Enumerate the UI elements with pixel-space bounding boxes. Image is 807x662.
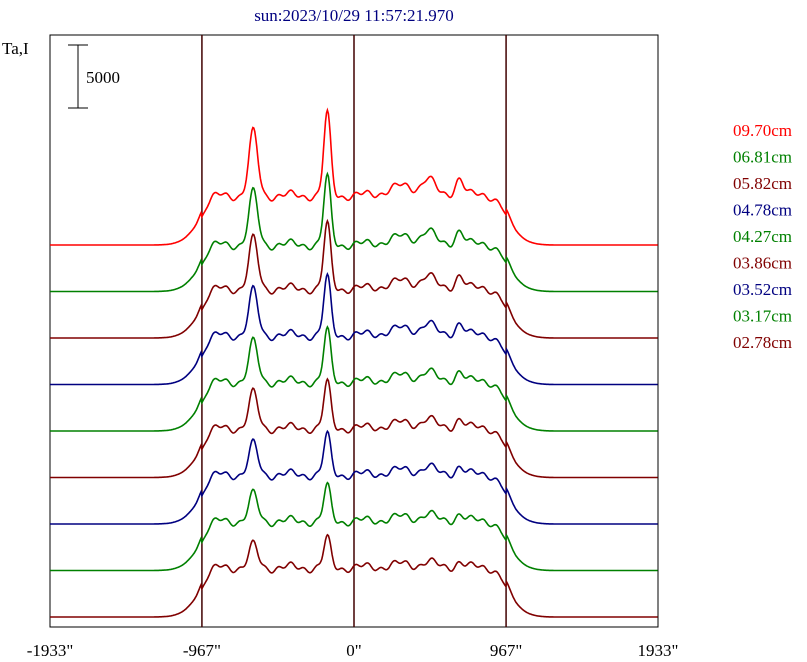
series-line-2 — [50, 218, 658, 339]
scale-bar: 5000 — [68, 44, 120, 109]
series-line-0 — [50, 107, 658, 246]
x-tick-label-2: 0" — [346, 641, 361, 660]
series-line-6 — [50, 429, 658, 525]
series-line-3 — [50, 271, 658, 386]
series-curves — [50, 107, 658, 618]
legend: 09.70cm 06.81cm 05.82cm 04.78cm 04.27cm 03.86… — [733, 121, 792, 352]
legend-entry-2: 05.82cm — [733, 174, 792, 193]
series-line-7 — [50, 481, 658, 572]
reference-lines — [201, 35, 507, 627]
legend-entry-3: 04.78cm — [733, 201, 792, 220]
x-tick-labels: -1933" -967" 0" 967" 1933" — [27, 641, 679, 660]
legend-entry-0: 09.70cm — [733, 121, 792, 140]
legend-entry-7: 03.17cm — [733, 307, 792, 326]
x-tick-label-4: 1933" — [638, 641, 679, 660]
series-line-5 — [50, 377, 658, 479]
series-line-4 — [50, 325, 658, 432]
series-line-8 — [50, 533, 658, 618]
legend-entry-8: 02.78cm — [733, 333, 792, 352]
legend-entry-5: 03.86cm — [733, 254, 792, 273]
x-tick-label-3: 967" — [490, 641, 522, 660]
series-line-1 — [50, 171, 658, 293]
chart-title: sun:2023/10/29 11:57:21.970 — [254, 6, 454, 25]
legend-entry-4: 04.27cm — [733, 227, 792, 246]
legend-entry-6: 03.52cm — [733, 280, 792, 299]
x-tick-label-0: -1933" — [27, 641, 74, 660]
y-axis-label: Ta,I — [2, 39, 29, 58]
legend-entry-1: 06.81cm — [733, 148, 792, 167]
x-tick-label-1: -967" — [183, 641, 221, 660]
scale-bar-label: 5000 — [86, 68, 120, 87]
